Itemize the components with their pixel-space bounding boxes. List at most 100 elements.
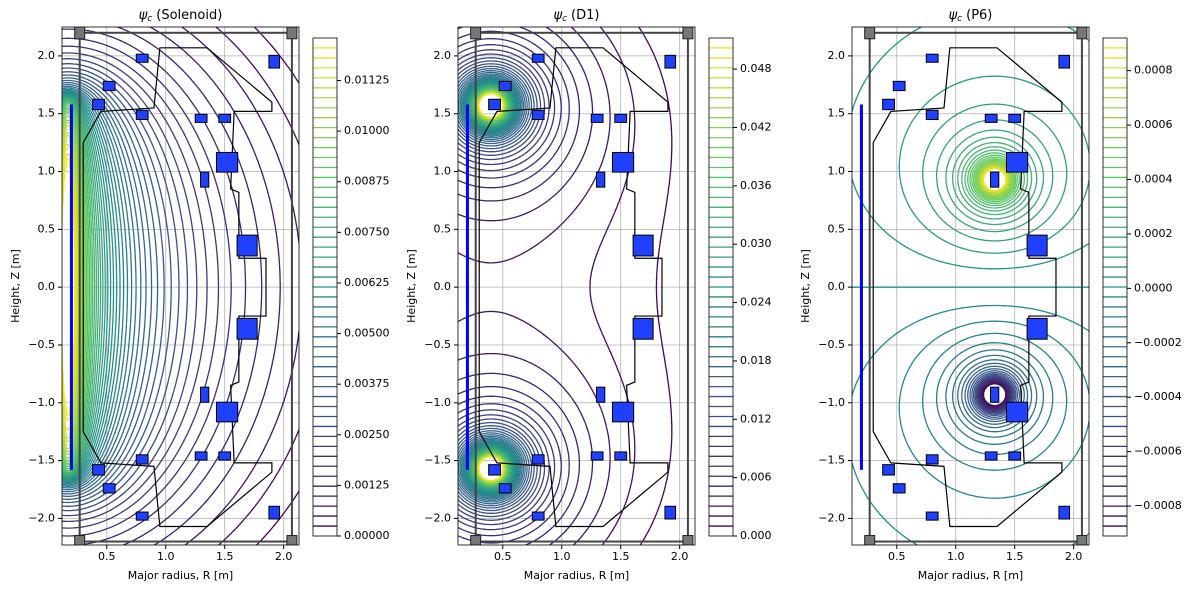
vessel-corner <box>74 535 86 545</box>
contour-line <box>462 77 520 497</box>
y-axis-label: Height, Z [m] <box>405 249 418 323</box>
vessel-corner <box>286 535 298 545</box>
coil <box>611 151 635 173</box>
coil <box>984 113 998 123</box>
coil <box>218 113 232 123</box>
coil <box>590 113 604 123</box>
contour-line <box>62 52 208 523</box>
colorbar-tick-label: 0.036 <box>740 179 772 192</box>
y-tick-label: −2.0 <box>424 511 451 524</box>
contour-line <box>458 60 538 514</box>
contour-line <box>458 65 533 509</box>
coil <box>498 483 512 494</box>
x-tick-label: 1.0 <box>553 550 571 563</box>
coil <box>882 464 895 476</box>
colorbar-tick-label: 0.006 <box>740 471 772 484</box>
coil <box>488 98 501 111</box>
coil <box>614 451 628 461</box>
vessel <box>474 31 689 543</box>
colorbar-tick-label: 0.00000 <box>344 529 390 542</box>
colorbar-tick-label: 0.042 <box>740 120 772 133</box>
contours <box>852 27 1089 545</box>
contour-line <box>458 53 546 521</box>
contour-line <box>62 74 165 500</box>
coil <box>268 54 281 69</box>
y-tick-label: 1.5 <box>434 107 452 120</box>
contour-line <box>922 332 1068 471</box>
contour-line <box>945 349 1045 445</box>
coil <box>102 483 116 494</box>
contour-line <box>62 91 121 484</box>
contour-line <box>253 27 299 545</box>
coil <box>925 53 939 63</box>
x-axis-label: Major radius, R [m] <box>524 569 629 582</box>
x-tick-label: 0.5 <box>888 550 906 563</box>
solenoid <box>69 104 73 470</box>
contour-line <box>935 119 1054 233</box>
x-tick-label: 2.0 <box>275 550 293 563</box>
vessel <box>868 31 1083 543</box>
panel: 0.5 1.0 1.5 2.0 −2.0 −1.5 −1.0 −0.5 0.0 0.5 1.0 1.5… <box>405 8 772 583</box>
contour-line <box>62 77 159 498</box>
contour-line <box>62 131 80 443</box>
coil <box>135 53 149 63</box>
vessel-corner <box>286 27 298 40</box>
coil <box>531 454 545 465</box>
x-tick-label: 1.5 <box>612 550 630 563</box>
colorbar-tick-label: 0.012 <box>740 412 772 425</box>
coil <box>531 53 545 63</box>
y-tick-label: 0.0 <box>434 280 452 293</box>
contour-line <box>978 379 1011 411</box>
solenoid <box>859 104 863 470</box>
vessel-corner <box>74 27 86 40</box>
coil <box>1008 113 1022 123</box>
coil <box>200 386 210 403</box>
coil <box>925 511 939 521</box>
x-tick-label: 0.5 <box>98 550 116 563</box>
coil <box>632 317 654 340</box>
contour-line <box>972 158 1017 201</box>
contour-line <box>979 379 1010 410</box>
coil <box>1026 317 1048 340</box>
x-axis-label: Major radius, R [m] <box>128 569 233 582</box>
colorbar-tick-label: 0.0000 <box>1134 281 1173 294</box>
contour-line <box>898 320 1089 499</box>
coil <box>925 454 939 465</box>
first-wall <box>82 47 273 528</box>
vessel-corner <box>470 27 482 40</box>
colorbar-tick-label: 0.000 <box>740 529 772 542</box>
colorbar-tick-label: 0.048 <box>740 62 772 75</box>
colorbar-tick-label: 0.00625 <box>344 276 390 289</box>
vessel-corner <box>864 535 876 545</box>
colorbar-tick-label: −0.0004 <box>1134 390 1182 403</box>
coil <box>102 80 116 92</box>
coil <box>882 98 895 111</box>
contour-line <box>978 163 1011 196</box>
contour-line <box>974 374 1015 415</box>
colorbar-tick-label: 0.00875 <box>344 175 390 188</box>
colorbar-frame <box>708 37 734 537</box>
coil <box>268 505 281 520</box>
contour-line <box>62 71 172 504</box>
contour-line <box>62 88 129 486</box>
contour-line <box>951 136 1038 220</box>
axes-frame <box>457 26 696 546</box>
vessel-corner <box>470 535 482 545</box>
first-wall <box>872 47 1063 528</box>
y-tick-label: −1.0 <box>424 396 451 409</box>
contour-line <box>922 103 1068 242</box>
coil <box>488 464 501 476</box>
coil <box>135 511 149 521</box>
y-tick-label: −0.5 <box>818 338 845 351</box>
y-tick-label: 2.0 <box>38 49 56 62</box>
title-subscript: c <box>147 14 152 24</box>
contour-line <box>852 27 1089 270</box>
contour-line <box>458 67 530 507</box>
contour-line <box>62 108 88 466</box>
y-tick-label: 0.5 <box>828 222 846 235</box>
chart-title: ψc (P6) <box>949 8 993 24</box>
coil <box>664 505 677 520</box>
contour-line <box>62 58 198 517</box>
contour-line <box>62 90 125 485</box>
